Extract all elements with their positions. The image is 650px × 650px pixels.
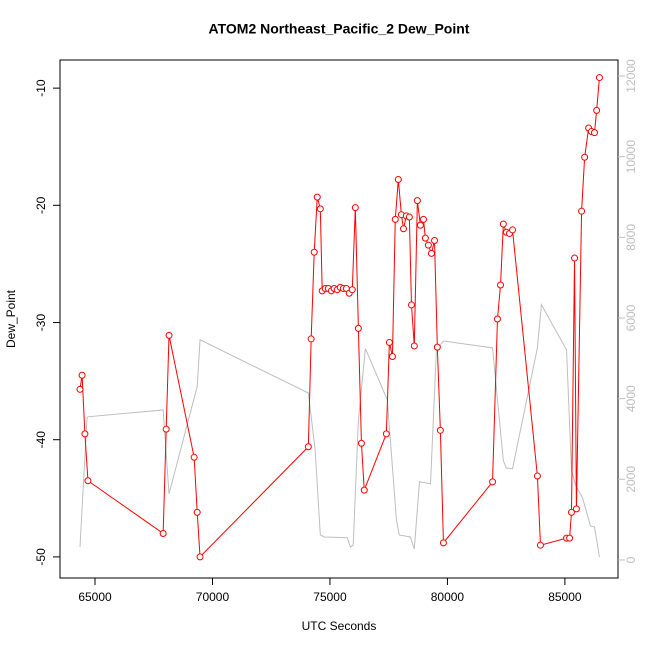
- data-point: [499, 220, 507, 228]
- data-point: [193, 508, 201, 516]
- x-axis-label: UTC Seconds: [302, 619, 377, 633]
- chart-title: ATOM2 Northeast_Pacific_2 Dew_Point: [209, 21, 470, 37]
- series-line: [79, 77, 600, 559]
- data-point: [416, 221, 424, 229]
- y2-tick-label: 0: [624, 556, 638, 563]
- x-tick-label: 65000: [78, 590, 112, 604]
- y-tick-label: -40: [34, 431, 48, 449]
- data-point: [388, 353, 396, 361]
- x-tick-label: 85000: [548, 590, 582, 604]
- data-point: [354, 324, 362, 332]
- data-point: [81, 430, 89, 438]
- data-point: [357, 439, 365, 447]
- y2-tick-label: 8000: [624, 224, 638, 251]
- y-tick-label: -20: [34, 196, 48, 214]
- y2-tick-label: 10000: [624, 140, 638, 174]
- data-point: [78, 371, 86, 379]
- plot-frame: [59, 59, 619, 579]
- data-point: [591, 129, 599, 137]
- data-point: [405, 213, 413, 221]
- y-tick-label: -30: [34, 314, 48, 332]
- data-point: [76, 385, 84, 393]
- data-point: [427, 249, 435, 257]
- y-axis-label: Dew_Point: [4, 289, 18, 348]
- data-point: [399, 225, 407, 233]
- data-point: [196, 553, 204, 561]
- series-line: [79, 303, 600, 558]
- data-point: [433, 343, 441, 351]
- data-point: [159, 529, 167, 537]
- data-point: [593, 106, 601, 114]
- data-point: [413, 197, 421, 205]
- y2-tick-label: 2000: [624, 466, 638, 493]
- data-point: [493, 315, 501, 323]
- data-point: [307, 335, 315, 343]
- data-point: [439, 539, 447, 547]
- data-point: [572, 505, 580, 513]
- data-point: [382, 430, 390, 438]
- data-point: [578, 207, 586, 215]
- data-point: [391, 215, 399, 223]
- data-point: [313, 193, 321, 201]
- data-point: [407, 301, 415, 309]
- data-point: [304, 443, 312, 451]
- data-point: [489, 478, 497, 486]
- data-point: [581, 153, 589, 161]
- data-point: [385, 338, 393, 346]
- data-point: [351, 204, 359, 212]
- data-point: [348, 286, 356, 294]
- data-point: [567, 508, 575, 516]
- data-point: [431, 236, 439, 244]
- data-point: [509, 226, 517, 234]
- data-point: [497, 281, 505, 289]
- x-tick-label: 75000: [313, 590, 347, 604]
- y-tick-label: -50: [34, 548, 48, 566]
- data-point: [360, 486, 368, 494]
- x-tick-label: 70000: [196, 590, 230, 604]
- data-point: [536, 541, 544, 549]
- y2-tick-label: 12000: [624, 59, 638, 93]
- data-point: [533, 472, 541, 480]
- data-point: [436, 426, 444, 434]
- data-point: [310, 248, 318, 256]
- data-point: [571, 254, 579, 262]
- data-point: [410, 342, 418, 350]
- data-point: [424, 241, 432, 249]
- y2-tick-label: 4000: [624, 385, 638, 412]
- data-point: [595, 74, 603, 82]
- y2-tick-label: 6000: [624, 304, 638, 331]
- data-point: [162, 425, 170, 433]
- data-point: [84, 477, 92, 485]
- data-point: [419, 215, 427, 223]
- data-point: [566, 534, 574, 542]
- y-tick-label: -10: [34, 79, 48, 97]
- data-point: [421, 234, 429, 242]
- data-point: [316, 205, 324, 213]
- data-point: [190, 453, 198, 461]
- data-point: [165, 331, 173, 339]
- x-tick-label: 80000: [431, 590, 465, 604]
- data-point: [394, 176, 402, 184]
